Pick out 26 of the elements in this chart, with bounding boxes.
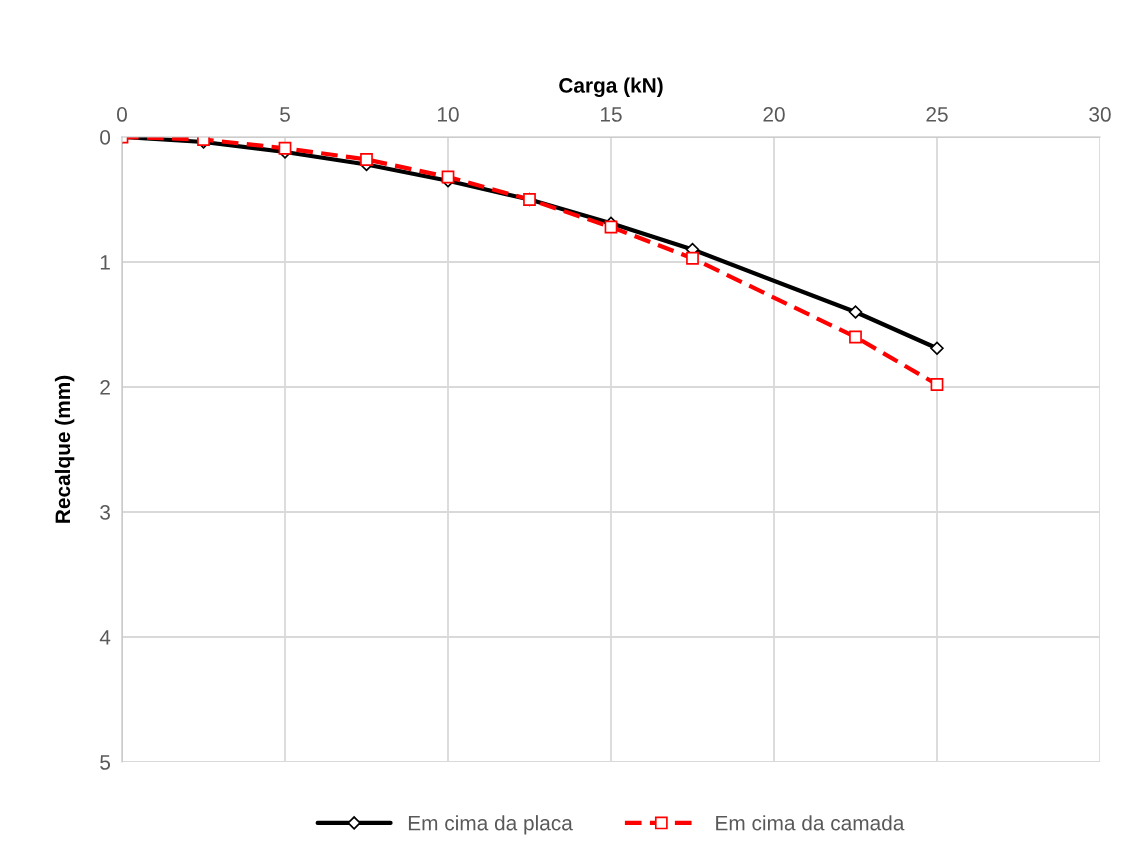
point: [278, 141, 292, 155]
x-axis-title: Carga (kN): [559, 77, 663, 97]
point: [686, 251, 699, 265]
y-tick-label: 2: [100, 380, 110, 395]
y-tick-label: 5: [100, 755, 111, 770]
y-tick-label: 4: [99, 630, 111, 645]
x-tick-label: 0: [117, 107, 127, 122]
x-tick-label: 30: [1089, 107, 1111, 122]
x-tick-label: 5: [280, 107, 290, 122]
point: [930, 341, 944, 355]
point: [930, 378, 944, 391]
y-axis-title: Recalque (mm): [54, 375, 75, 523]
point: [441, 170, 455, 184]
y-tick-label: 3: [100, 505, 110, 520]
point: [360, 153, 373, 166]
point: [604, 220, 618, 234]
x-tick-label: 20: [763, 107, 785, 122]
point: [848, 305, 863, 319]
y-tick-label: 0: [100, 130, 111, 145]
legend-label: Em cima da placa: [408, 815, 573, 835]
x-tick-label: 25: [926, 107, 948, 122]
x-tick-label: 15: [601, 107, 622, 122]
legend-label: Em cima da camada: [716, 815, 905, 831]
x-tick-label: 10: [438, 107, 459, 122]
point: [849, 330, 862, 344]
y-tick-label: 1: [100, 255, 110, 270]
